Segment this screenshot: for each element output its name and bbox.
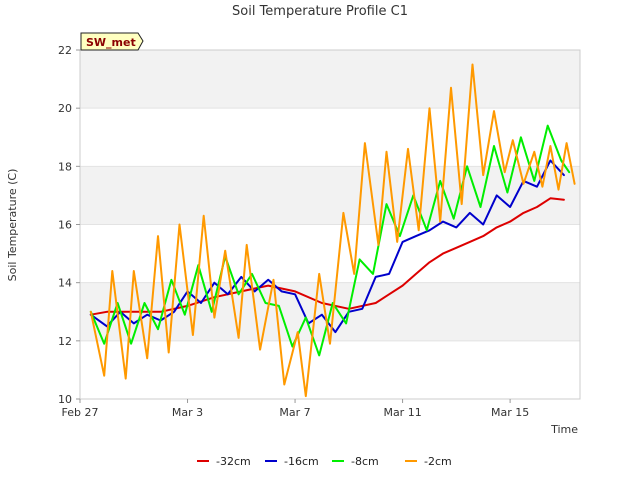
x-tick-label: Mar 15 xyxy=(491,406,529,419)
chart-title: Soil Temperature Profile C1 xyxy=(232,4,408,19)
x-tick-label: Mar 11 xyxy=(383,406,421,419)
legend-label: -32cm xyxy=(216,455,251,468)
x-tick-label: Feb 27 xyxy=(62,406,99,419)
series-line-32cm xyxy=(89,197,565,316)
y-tick-label: 18 xyxy=(58,160,72,173)
legend: -32cm -16cm -8cm -2cm xyxy=(197,455,452,468)
y-tick-label: 20 xyxy=(58,102,72,115)
series-line-8cm xyxy=(89,124,571,357)
x-axis-ticks: Feb 27 Mar 3 Mar 7 Mar 11 Mar 15 xyxy=(62,399,529,419)
y-tick-label: 16 xyxy=(58,219,72,232)
plot-band xyxy=(80,340,580,399)
x-axis-label: Time xyxy=(550,423,578,436)
y-axis-label: Soil Temperature (C) xyxy=(6,169,19,282)
x-tick-label: Mar 3 xyxy=(172,406,203,419)
plot-band xyxy=(80,166,580,225)
y-axis-ticks: 10 12 14 16 18 20 22 xyxy=(58,44,80,406)
y-tick-label: 14 xyxy=(58,277,72,290)
legend-label: -16cm xyxy=(284,455,319,468)
plot-band xyxy=(80,224,580,283)
series-lines xyxy=(89,63,576,398)
x-tick-label: Mar 7 xyxy=(279,406,310,419)
station-badge: SW_met xyxy=(80,32,144,51)
legend-label: -2cm xyxy=(424,455,452,468)
y-tick-label: 10 xyxy=(58,393,72,406)
station-badge-label: SW_met xyxy=(86,36,136,49)
series-line-2cm xyxy=(89,63,576,398)
plot-band xyxy=(80,108,580,167)
y-tick-label: 12 xyxy=(58,335,72,348)
y-tick-label: 22 xyxy=(58,44,72,57)
legend-label: -8cm xyxy=(351,455,379,468)
station-badge-box xyxy=(80,32,144,51)
plot-background xyxy=(80,50,580,399)
plot-band xyxy=(80,50,580,109)
